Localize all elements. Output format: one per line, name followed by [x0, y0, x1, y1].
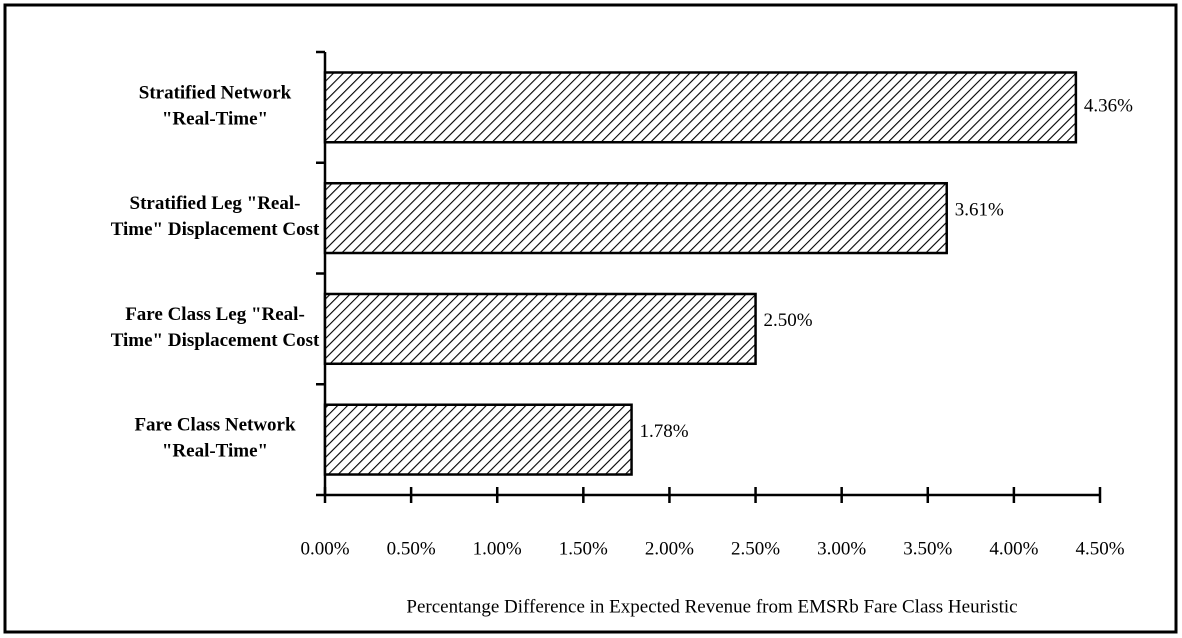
x-axis-title: Percentange Difference in Expected Reven… — [406, 596, 1017, 617]
x-tick-label: 1.50% — [559, 538, 608, 559]
y-tick-label: Stratified Network "Real-Time" — [139, 83, 292, 130]
x-tick-label: 2.50% — [731, 538, 780, 559]
y-tick-label-line: Stratified Network — [139, 83, 292, 104]
y-tick-label-line: Fare Class Leg "Real- — [125, 304, 305, 325]
x-tick-label: 0.50% — [387, 538, 436, 559]
y-tick-label-line: Time" Displacement Cost — [111, 219, 320, 240]
x-tick-label: 4.00% — [989, 538, 1038, 559]
x-tick-label: 2.00% — [645, 538, 694, 559]
value-label: 1.78% — [640, 421, 689, 442]
bar — [323, 181, 948, 255]
x-tick-label: 0.00% — [300, 538, 349, 559]
y-tick-label: Stratified Leg "Real- Time" Displacement … — [111, 193, 320, 240]
y-tick-label: Fare Class Leg "Real- Time" Displacement … — [111, 304, 320, 351]
bar — [323, 403, 633, 476]
y-tick-label-line: Fare Class Network — [134, 415, 296, 436]
y-tick-label-line: "Real-Time" — [162, 441, 268, 462]
x-tick-label: 3.50% — [903, 538, 952, 559]
value-label: 2.50% — [764, 310, 813, 331]
y-tick-label-line: "Real-Time" — [162, 109, 268, 130]
y-tick-label-line: Time" Displacement Cost — [111, 330, 320, 351]
bar — [323, 292, 757, 366]
value-label: 3.61% — [955, 199, 1004, 220]
frame — [3, 3, 1178, 634]
value-label: 4.36% — [1084, 96, 1133, 117]
x-tick-label: 4.50% — [1075, 538, 1124, 559]
x-tick-label: 3.00% — [817, 538, 866, 559]
bar — [323, 71, 1078, 144]
x-tick-label: 1.00% — [473, 538, 522, 559]
y-tick-label-line: Stratified Leg "Real- — [130, 193, 301, 214]
y-tick-label: Fare Class Network "Real-Time" — [134, 415, 296, 462]
